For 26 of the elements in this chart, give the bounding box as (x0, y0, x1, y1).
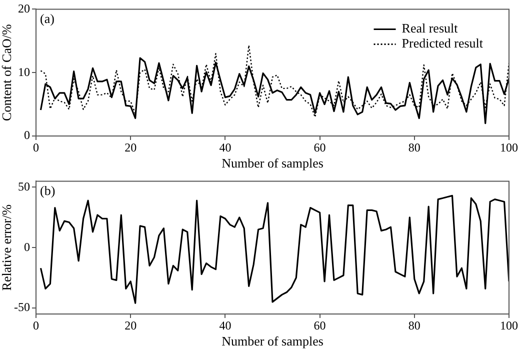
y-tick-label: -50 (14, 300, 30, 314)
y-tick-label: 50 (18, 179, 30, 194)
x-tick-label: 0 (33, 318, 39, 332)
x-tick-label: 60 (314, 140, 326, 154)
y-tick-label: 0 (24, 128, 30, 142)
annotation: (b) (40, 183, 56, 198)
y-axis-title: Content of CaO/% (0, 24, 14, 121)
legend-label: Predicted result (402, 36, 484, 51)
x-tick-label: 0 (33, 140, 39, 154)
x-axis-title: Number of samples (222, 156, 324, 171)
x-tick-label: 80 (408, 318, 420, 332)
annotation: (a) (40, 11, 54, 26)
y-tick-label: 20 (18, 1, 30, 16)
y-tick-label: 10 (18, 64, 30, 79)
x-tick-label: 100 (500, 140, 518, 154)
x-axis-title: Number of samples (222, 334, 324, 349)
x-tick-label: 20 (124, 318, 137, 332)
x-tick-label: 60 (314, 318, 326, 332)
x-tick-label: 100 (500, 318, 518, 332)
x-tick-label: 40 (219, 318, 232, 332)
y-axis-title: Relative error/% (0, 204, 14, 291)
x-tick-label: 40 (219, 140, 232, 154)
y-tick-label: 0 (24, 240, 30, 254)
legend-label: Real result (402, 20, 458, 36)
x-tick-label: 80 (408, 140, 420, 154)
x-tick-label: 20 (124, 140, 137, 154)
